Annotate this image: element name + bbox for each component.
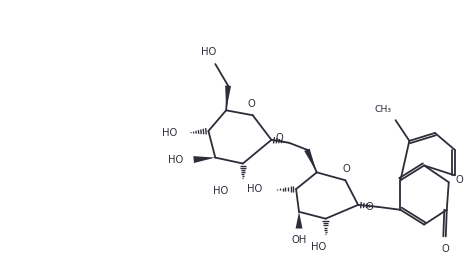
Text: HO: HO — [167, 155, 183, 165]
Text: HO: HO — [201, 47, 216, 57]
Polygon shape — [225, 86, 231, 110]
Polygon shape — [296, 212, 303, 229]
Text: HO: HO — [213, 186, 228, 196]
Text: O: O — [275, 133, 283, 143]
Text: HO: HO — [162, 128, 177, 138]
Text: CH₃: CH₃ — [375, 105, 392, 114]
Text: HO: HO — [311, 242, 326, 252]
Text: O: O — [343, 164, 350, 174]
Text: O: O — [365, 202, 373, 212]
Text: O: O — [455, 175, 463, 185]
Text: HO: HO — [247, 184, 263, 194]
Text: O: O — [248, 99, 256, 109]
Polygon shape — [193, 156, 215, 163]
Text: OH: OH — [291, 236, 306, 246]
Text: O: O — [442, 244, 450, 254]
Polygon shape — [304, 148, 317, 172]
